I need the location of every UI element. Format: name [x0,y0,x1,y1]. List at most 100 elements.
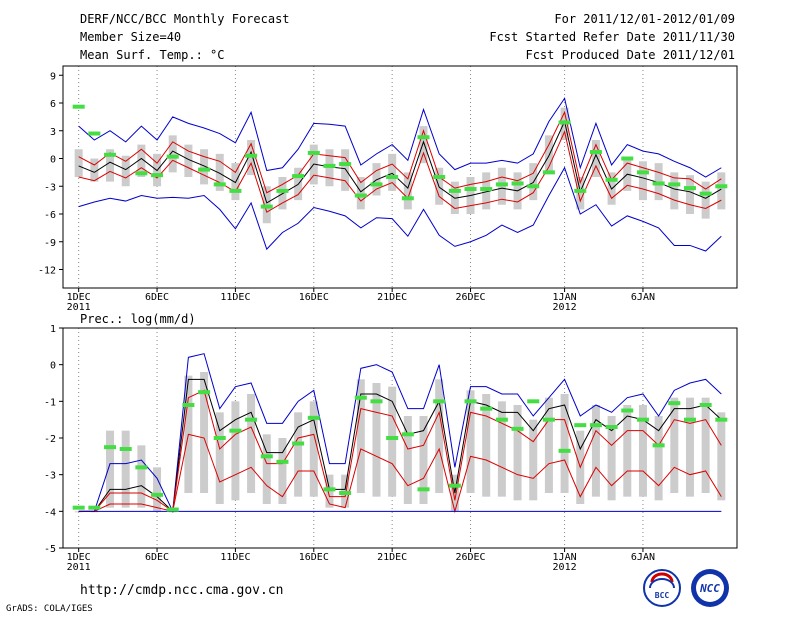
prec-observed-mark [386,436,399,440]
prec-x-tick-year: 2012 [553,562,577,573]
ncc-logo-text: NCC [699,582,720,595]
temp-spread-box [74,149,83,177]
temp-spread-box [717,172,726,210]
prec-spread-box [685,397,694,497]
prec-observed-mark [417,487,430,492]
prec-max-line [78,353,722,514]
temp-y-tick-label: -6 [44,210,56,221]
prec-x-tick-label: 11DEC [220,552,250,563]
temp-x-tick-label: 26DEC [455,292,485,303]
temp-observed-mark [480,187,493,192]
temp-spread-box [137,144,146,177]
temp-x-tick-label: 6JAN [631,292,655,303]
prec-observed-mark [715,417,728,422]
prec-observed-mark [151,492,164,497]
bcc-logo-text: BCC [655,591,670,600]
temp-observed-mark [151,173,164,178]
temp-y-tick-label: -12 [38,266,56,277]
temp-observed-mark [433,175,446,179]
prec-spread-box [529,419,538,501]
forecast-period: For 2011/12/01-2012/01/09 [554,12,735,26]
temp-observed-mark [260,204,273,209]
temp-spread-box [638,161,647,201]
prec-spread-box [403,416,412,504]
temp-y-tick-label: 6 [50,99,56,110]
temp-observed-mark [104,152,117,157]
forecast-start-date: Fcst Started Refer Date 2011/11/30 [489,30,735,44]
temp-y-tick-label: 0 [50,155,56,166]
prec-spread-box [607,416,616,501]
temp-observed-mark [166,154,179,159]
temp-observed-mark [668,182,681,187]
temp-y-tick-label: -9 [44,238,56,249]
temp-spread-box [685,175,694,214]
prec-observed-mark [88,505,101,510]
temp-mean-line [78,119,722,204]
prec-observed-mark [621,408,634,413]
prec-spread-box [497,401,506,497]
temp-observed-mark [88,131,101,136]
prec-observed-mark [339,491,352,495]
prec-observed-mark [605,425,618,429]
temp-observed-mark [605,177,618,182]
prec-spread-box [278,438,287,504]
prec-spread-box [200,372,209,493]
prec-observed-mark [260,454,273,459]
prec-y-tick-label: -4 [44,507,56,518]
temp-spread-box [356,177,365,210]
temp-y-tick-label: 3 [50,127,56,138]
prec-p_low-line [78,433,722,514]
prec-y-tick-label: 1 [50,324,56,335]
temp-spread-box [184,144,193,177]
prec-observed-mark [370,399,383,404]
temp-observed-mark [292,174,305,179]
temp-observed-mark [72,104,85,109]
temp-spread-box [576,177,585,210]
temp-observed-mark [636,170,649,175]
prec-y-tick-label: -3 [44,471,56,482]
prec-observed-mark [699,403,712,407]
temp-spread-box [341,149,350,191]
prec-observed-mark [198,390,211,395]
temp-spread-box [200,149,209,185]
prec-y-tick-label: 0 [50,361,56,372]
temp-observed-mark [527,184,540,189]
prec-x-tick-label: 6DEC [145,552,169,563]
prec-y-tick-label: -5 [44,544,56,555]
temp-spread-box [121,155,130,187]
prec-spread-box [638,405,647,497]
prec-observed-mark [229,428,242,433]
prec-observed-mark [433,399,446,404]
temp-observed-mark [213,182,226,187]
temp-p_high-line [78,110,722,194]
prec-observed-mark [668,401,681,406]
prec-observed-mark [464,399,477,404]
prec-spread-box [106,430,115,508]
prec-y-tick-label: -1 [44,397,56,408]
prec-observed-mark [589,423,602,428]
source-url[interactable]: http://cmdp.ncc.cma.gov.cn [80,583,284,598]
temp-observed-mark [370,182,383,187]
temp-x-tick-label: 11DEC [220,292,250,303]
prec-spread-box [435,379,444,493]
bcc-logo: BCC [643,569,681,607]
temp-observed-mark [276,188,289,193]
temp-observed-mark [715,184,728,189]
prec-observed-mark [276,459,289,464]
member-size-label: Member Size=40 [80,30,182,44]
temp-y-tick-label: -3 [44,182,56,193]
prec-spread-box [121,430,130,508]
prec-observed-mark [72,505,85,510]
temp-observed-mark [699,191,712,196]
prec-observed-mark [323,487,336,492]
temp-x-tick-label: 6DEC [145,292,169,303]
temp-spread-box [670,172,679,210]
temp-spread-box [403,172,412,210]
temp-spread-box [701,181,710,219]
temp-observed-mark [307,150,320,155]
temp-y-tick-label: 9 [50,71,56,82]
grads-credit: GrADS: COLA/IGES [6,604,93,614]
prec-x-tick-label: 21DEC [377,552,407,563]
temp-plot-frame [62,65,738,289]
